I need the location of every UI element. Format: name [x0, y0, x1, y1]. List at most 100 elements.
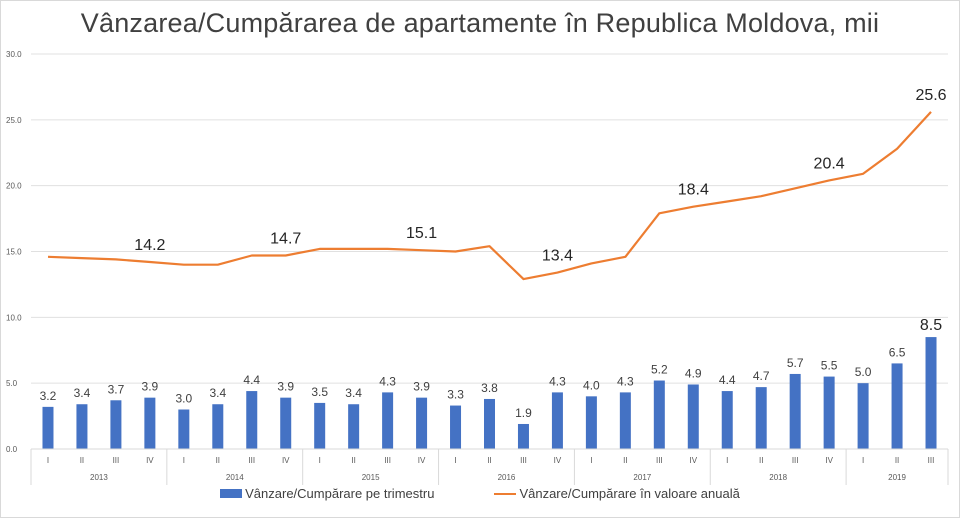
- bar-data-label: 5.5: [821, 359, 838, 373]
- bar: [755, 387, 767, 449]
- x-tick-label: IV: [825, 456, 833, 465]
- bar: [382, 392, 394, 449]
- legend: Vânzare/Cumpărare pe trimestru Vânzare/C…: [0, 486, 960, 501]
- x-tick-label: III: [248, 456, 255, 465]
- bar: [823, 376, 835, 449]
- line-data-label: 20.4: [814, 155, 845, 172]
- x-group-label: 2013: [90, 473, 108, 482]
- bar: [110, 400, 122, 449]
- bar-series: [42, 337, 937, 449]
- bar-data-label: 3.3: [447, 388, 464, 402]
- y-tick-label: 10.0: [6, 313, 22, 322]
- x-tick-label: I: [47, 456, 49, 465]
- x-tick-label: II: [216, 456, 220, 465]
- bar-data-label: 4.9: [685, 366, 702, 380]
- bar: [450, 405, 462, 449]
- legend-label-annual: Vânzare/Cumpărare în valoare anuală: [519, 486, 740, 501]
- bar: [484, 398, 495, 449]
- bar: [551, 392, 563, 449]
- bar: [144, 397, 156, 449]
- x-tick-label: II: [351, 456, 355, 465]
- bar: [789, 373, 801, 449]
- bar: [76, 404, 88, 449]
- legend-line-swatch-icon: [494, 492, 517, 495]
- bar-data-label: 4.7: [753, 369, 770, 383]
- bar-data-label: 3.0: [175, 392, 192, 406]
- x-tick-label: III: [520, 456, 527, 465]
- line-data-label: 25.6: [915, 87, 946, 104]
- bar-data-label: 3.9: [142, 380, 159, 394]
- bar-data-label: 3.8: [481, 381, 498, 395]
- line-data-label: 18.4: [678, 182, 709, 199]
- bar: [891, 363, 903, 449]
- x-tick-label: I: [590, 456, 592, 465]
- x-tick-label: III: [928, 456, 935, 465]
- line-data-label: 14.2: [134, 237, 165, 254]
- x-tick-label: I: [183, 456, 185, 465]
- bar-data-label: 6.5: [889, 345, 906, 359]
- line-data-label: 15.1: [406, 225, 437, 242]
- y-tick-label: 30.0: [6, 50, 22, 59]
- bar: [619, 392, 631, 449]
- x-tick-label: III: [656, 456, 663, 465]
- x-tick-label: IV: [554, 456, 562, 465]
- chart-title: Vânzarea/Cumpărarea de apartamente în Re…: [80, 8, 880, 38]
- x-tick-label: I: [319, 456, 321, 465]
- bar-data-label: 3.9: [277, 380, 294, 394]
- x-tick-label: II: [623, 456, 627, 465]
- bar-data-label: 3.4: [209, 386, 226, 400]
- bar: [857, 383, 869, 449]
- bar-data-label: 1.9: [515, 406, 532, 420]
- bar: [246, 391, 258, 449]
- bar: [212, 404, 224, 449]
- bar: [178, 409, 190, 449]
- bar: [721, 391, 733, 449]
- bar-data-label: 5.0: [855, 365, 872, 379]
- bar: [416, 397, 428, 449]
- y-tick-label: 5.0: [6, 379, 18, 388]
- bar: [517, 423, 529, 449]
- x-group-label: 2019: [888, 473, 906, 482]
- y-tick-label: 0.0: [6, 445, 18, 454]
- bar-data-label: 4.4: [719, 373, 736, 387]
- x-tick-label: IV: [689, 456, 697, 465]
- bar-data-label: 4.4: [243, 373, 260, 387]
- gridlines: [31, 53, 948, 450]
- legend-item-annual[interactable]: Vânzare/Cumpărare în valoare anuală: [494, 486, 740, 501]
- line-data-label: 14.7: [270, 230, 301, 247]
- bar-data-label: 4.3: [617, 374, 634, 388]
- x-tick-label: II: [759, 456, 763, 465]
- x-tick-label: III: [792, 456, 799, 465]
- line-series: [47, 111, 932, 281]
- y-tick-label: 25.0: [6, 116, 22, 125]
- x-tick-label: I: [454, 456, 456, 465]
- y-axis: 0.0 5.0 10.0 15.0 20.0 25.0 30.0: [6, 50, 22, 454]
- bar: [925, 337, 937, 449]
- legend-item-quarterly[interactable]: Vânzare/Cumpărare pe trimestru: [220, 486, 434, 501]
- bar-data-label: 4.0: [583, 378, 600, 392]
- bar-data-label: 4.3: [379, 374, 396, 388]
- x-group-label: 2016: [498, 473, 516, 482]
- x-tick-label: IV: [418, 456, 426, 465]
- bar-data-labels: 3.2 3.4 3.7 3.9 3.0 3.4 4.4 3.9 3.5 3.4 4.3 3.9 3.3 3…: [40, 317, 943, 420]
- x-group-label: 2014: [226, 473, 244, 482]
- x-tick-label: II: [487, 456, 491, 465]
- bar: [653, 380, 665, 449]
- bar-data-label: 3.2: [40, 389, 57, 403]
- x-tick-label: IV: [146, 456, 154, 465]
- bar-data-label: 3.4: [74, 386, 91, 400]
- x-tick-label: I: [726, 456, 728, 465]
- line-path: [47, 111, 932, 281]
- bar: [585, 396, 597, 449]
- bar-data-label: 3.7: [108, 382, 125, 396]
- bar-data-label: 5.7: [787, 356, 804, 370]
- x-group-label: 2015: [362, 473, 380, 482]
- legend-label-quarterly: Vânzare/Cumpărare pe trimestru: [245, 486, 435, 501]
- x-axis: I II III IV I II III IV I II III IV I II III IV I II III IV…: [30, 448, 949, 485]
- x-tick-label: III: [384, 456, 391, 465]
- bar: [687, 384, 699, 449]
- bar-data-label: 3.4: [345, 386, 362, 400]
- x-tick-label: II: [80, 456, 84, 465]
- bar: [314, 402, 326, 449]
- x-tick-label: III: [113, 456, 120, 465]
